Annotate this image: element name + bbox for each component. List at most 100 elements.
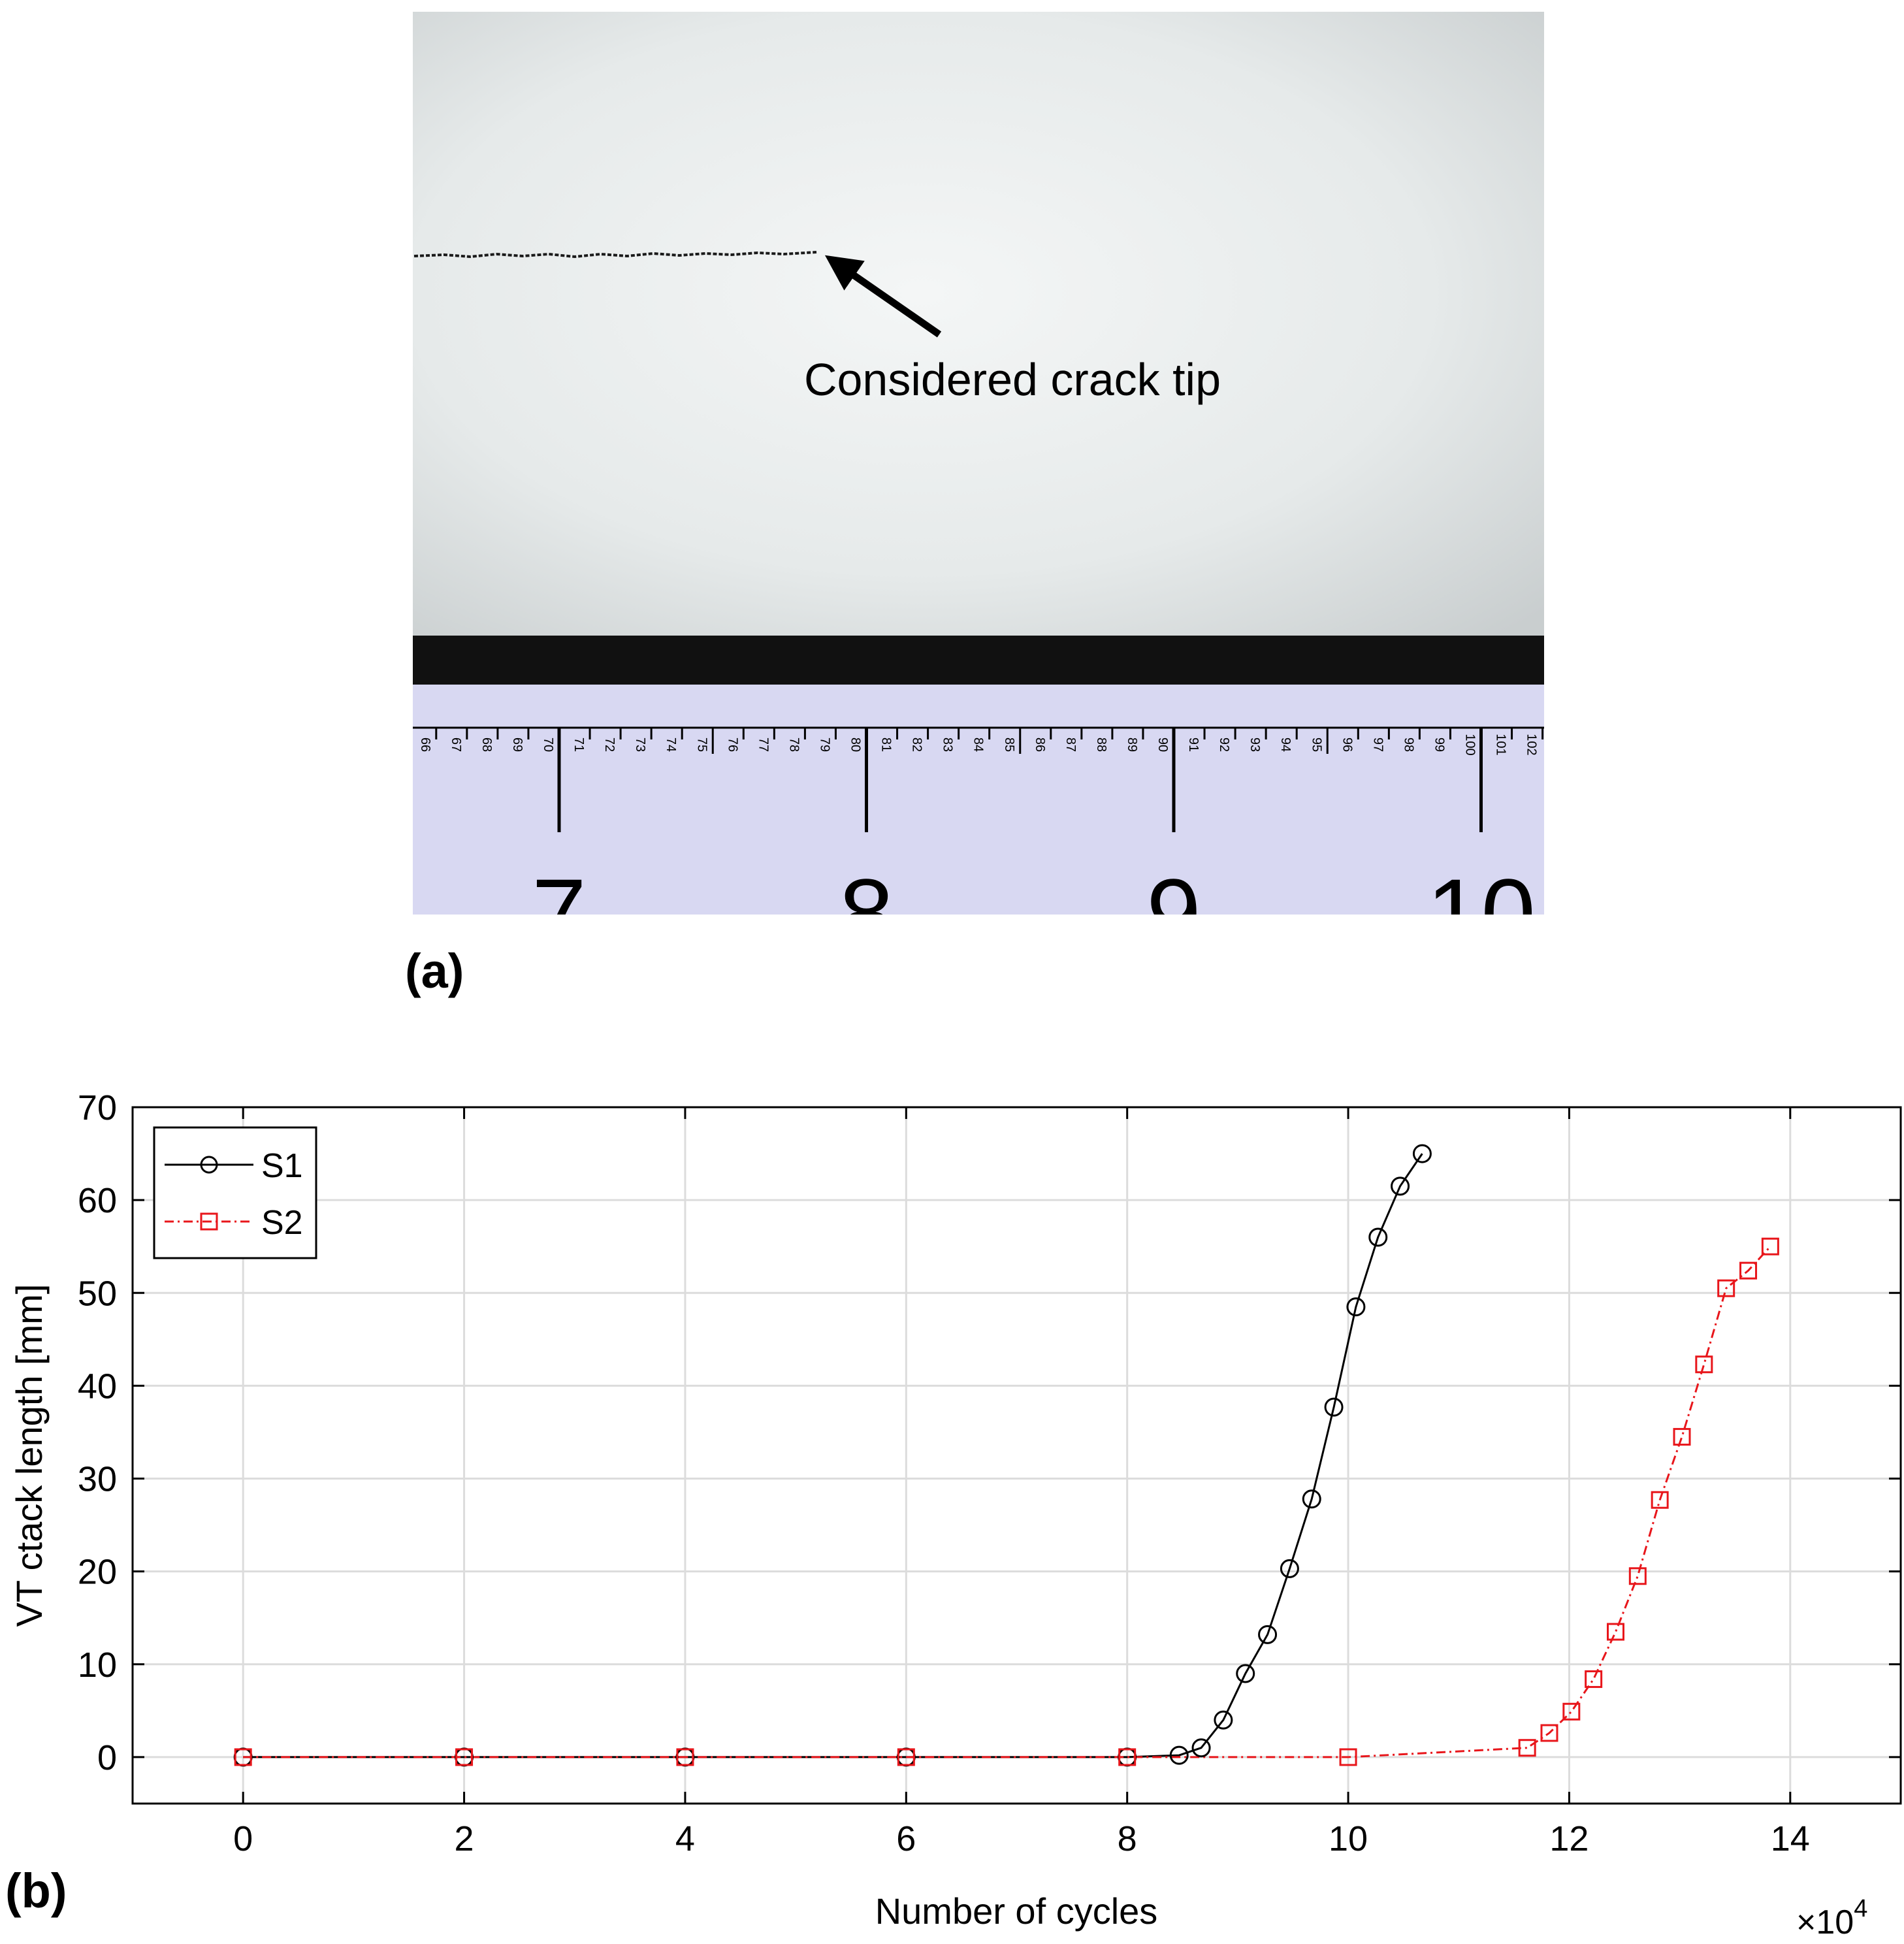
ruler-minor-label: 80	[848, 737, 863, 752]
y-tick-label: 70	[78, 1088, 117, 1127]
data-point-s2	[1606, 1623, 1624, 1641]
ruler-minor-label: 82	[910, 737, 924, 752]
data-point-s1	[1412, 1144, 1432, 1163]
grid-lines	[133, 1106, 1901, 1804]
x-axis-multiplier: ×104	[1796, 1895, 1867, 1941]
ruler-major-label: 8	[839, 858, 894, 968]
data-point-s2	[897, 1748, 915, 1766]
data-point-s2	[1761, 1237, 1779, 1256]
y-tick-label: 40	[78, 1367, 117, 1406]
ruler-ticks	[413, 726, 1544, 832]
data-point-s2	[676, 1748, 694, 1766]
ruler-minor-label: 69	[510, 737, 524, 752]
ruler-minor-label: 90	[1155, 737, 1170, 752]
y-axis-label: VT ctack length [mm]	[8, 1284, 50, 1627]
data-point-s2	[1717, 1279, 1735, 1297]
y-tick-label: 60	[78, 1181, 117, 1220]
data-point-s2	[1651, 1491, 1669, 1509]
ruler-minor-label: 75	[694, 737, 709, 752]
ruler-minor-label: 99	[1432, 737, 1446, 752]
ruler-minor-label: 98	[1401, 737, 1415, 752]
ruler-minor-label: 73	[633, 737, 647, 752]
legend-s2-label: S2	[261, 1204, 303, 1242]
y-tick-label: 20	[78, 1553, 117, 1592]
x-tick-label: 14	[1771, 1819, 1810, 1858]
data-point-s2	[1673, 1428, 1691, 1446]
ruler-minor-label: 72	[602, 737, 617, 752]
x-tick-label: 10	[1329, 1819, 1368, 1858]
data-point-s2	[1339, 1748, 1357, 1766]
data-point-s1	[1391, 1176, 1410, 1196]
x-tick-label: 8	[1118, 1819, 1137, 1858]
ruler-minor-label: 78	[786, 737, 801, 752]
data-point-s1	[1169, 1745, 1189, 1765]
panel-label-a: (a)	[405, 944, 464, 998]
ruler-minor-label: 70	[541, 737, 555, 752]
x-tick-labels: 0 2 4 6 8 10 12 14	[233, 1819, 1810, 1858]
series-line-s2	[243, 1246, 1771, 1758]
data-point-s1	[1258, 1625, 1278, 1644]
x-tick-label: 4	[675, 1819, 695, 1858]
data-point-s2	[1118, 1748, 1137, 1766]
data-point-s1	[1280, 1559, 1299, 1578]
ruler-minor-label: 94	[1278, 737, 1293, 752]
data-point-s1	[1346, 1297, 1366, 1317]
ruler-minor-label: 85	[1002, 737, 1016, 752]
ruler-minor-label: 71	[572, 737, 586, 752]
crack-line	[413, 251, 817, 259]
ruler-minor-label: 79	[817, 737, 831, 752]
ruler-minor-label: 83	[941, 737, 955, 752]
data-point-s1	[1302, 1489, 1321, 1509]
photo-background	[413, 12, 1544, 636]
crack-tip-arrow	[824, 255, 942, 338]
x-tick-label: 2	[455, 1819, 474, 1858]
ruler-minor-label: 92	[1217, 737, 1231, 752]
ruler-minor-label: 97	[1370, 737, 1385, 752]
x-tick-label: 12	[1549, 1819, 1589, 1858]
ruler-minor-label: 77	[756, 737, 770, 752]
ruler-minor-label: 66	[418, 737, 432, 752]
ruler-strip	[413, 685, 1544, 915]
y-tick-labels: 0 10 20 30 40 50 60 70	[78, 1088, 117, 1777]
series-markers	[233, 1144, 1779, 1767]
data-point-s2	[1739, 1261, 1758, 1280]
ruler-minor-label: 68	[479, 737, 494, 752]
ruler-major-label: 7	[532, 858, 586, 968]
plot-frame	[131, 1106, 1902, 1805]
y-tick-label: 30	[78, 1460, 117, 1499]
ruler-minor-label: 100	[1463, 734, 1477, 755]
crack-tip-annotation: Considered crack tip	[804, 354, 1221, 405]
ruler-major-label: 9	[1146, 858, 1201, 968]
data-point-s2	[455, 1748, 474, 1766]
legend: S1 S2	[153, 1126, 317, 1259]
legend-s2-marker	[200, 1212, 218, 1231]
ruler-minor-labels: 66 67 68 69 70 71 72 73 74 75 76 77 78 79 80 81 82 83 84 85…	[418, 734, 1539, 755]
ruler-minor-label: 84	[971, 737, 986, 752]
ruler-minor-label: 93	[1248, 737, 1262, 752]
ruler-minor-label: 74	[664, 737, 678, 752]
ruler-minor-label: 91	[1186, 737, 1201, 752]
data-point-s1	[1368, 1227, 1388, 1247]
photo-panel: 66 67 68 69 70 71 72 73 74 75 76 77 78 79 80 81 82 83 84 85…	[413, 12, 1544, 968]
ruler-major-labels: 7 8 9 10	[532, 858, 1536, 968]
y-tick-label: 0	[97, 1738, 117, 1777]
data-point-s2	[1540, 1724, 1558, 1742]
crack-length-chart: 0 2 4 6 8 10 12 14 0 10 20 30 40 50 60 70 Number of cy…	[8, 1088, 1902, 1941]
ruler-minor-label: 87	[1063, 737, 1078, 752]
panel-label-b: (b)	[5, 1864, 67, 1918]
ruler-minor-label: 81	[879, 737, 894, 752]
x-axis-label: Number of cycles	[875, 1890, 1158, 1932]
data-point-s2	[1695, 1355, 1713, 1374]
ruler-minor-label: 89	[1125, 737, 1139, 752]
y-tick-label: 10	[78, 1645, 117, 1685]
x-multiplier-base: ×10	[1796, 1904, 1854, 1941]
ruler-minor-label: 102	[1525, 734, 1539, 755]
ruler-minor-label: 88	[1094, 737, 1108, 752]
ruler-minor-label: 95	[1309, 737, 1323, 752]
data-point-s2	[1628, 1567, 1647, 1585]
data-point-s1	[1324, 1397, 1344, 1417]
x-multiplier-exponent: 4	[1854, 1895, 1867, 1922]
ruler-minor-label: 86	[1033, 737, 1047, 752]
legend-box	[153, 1126, 317, 1259]
